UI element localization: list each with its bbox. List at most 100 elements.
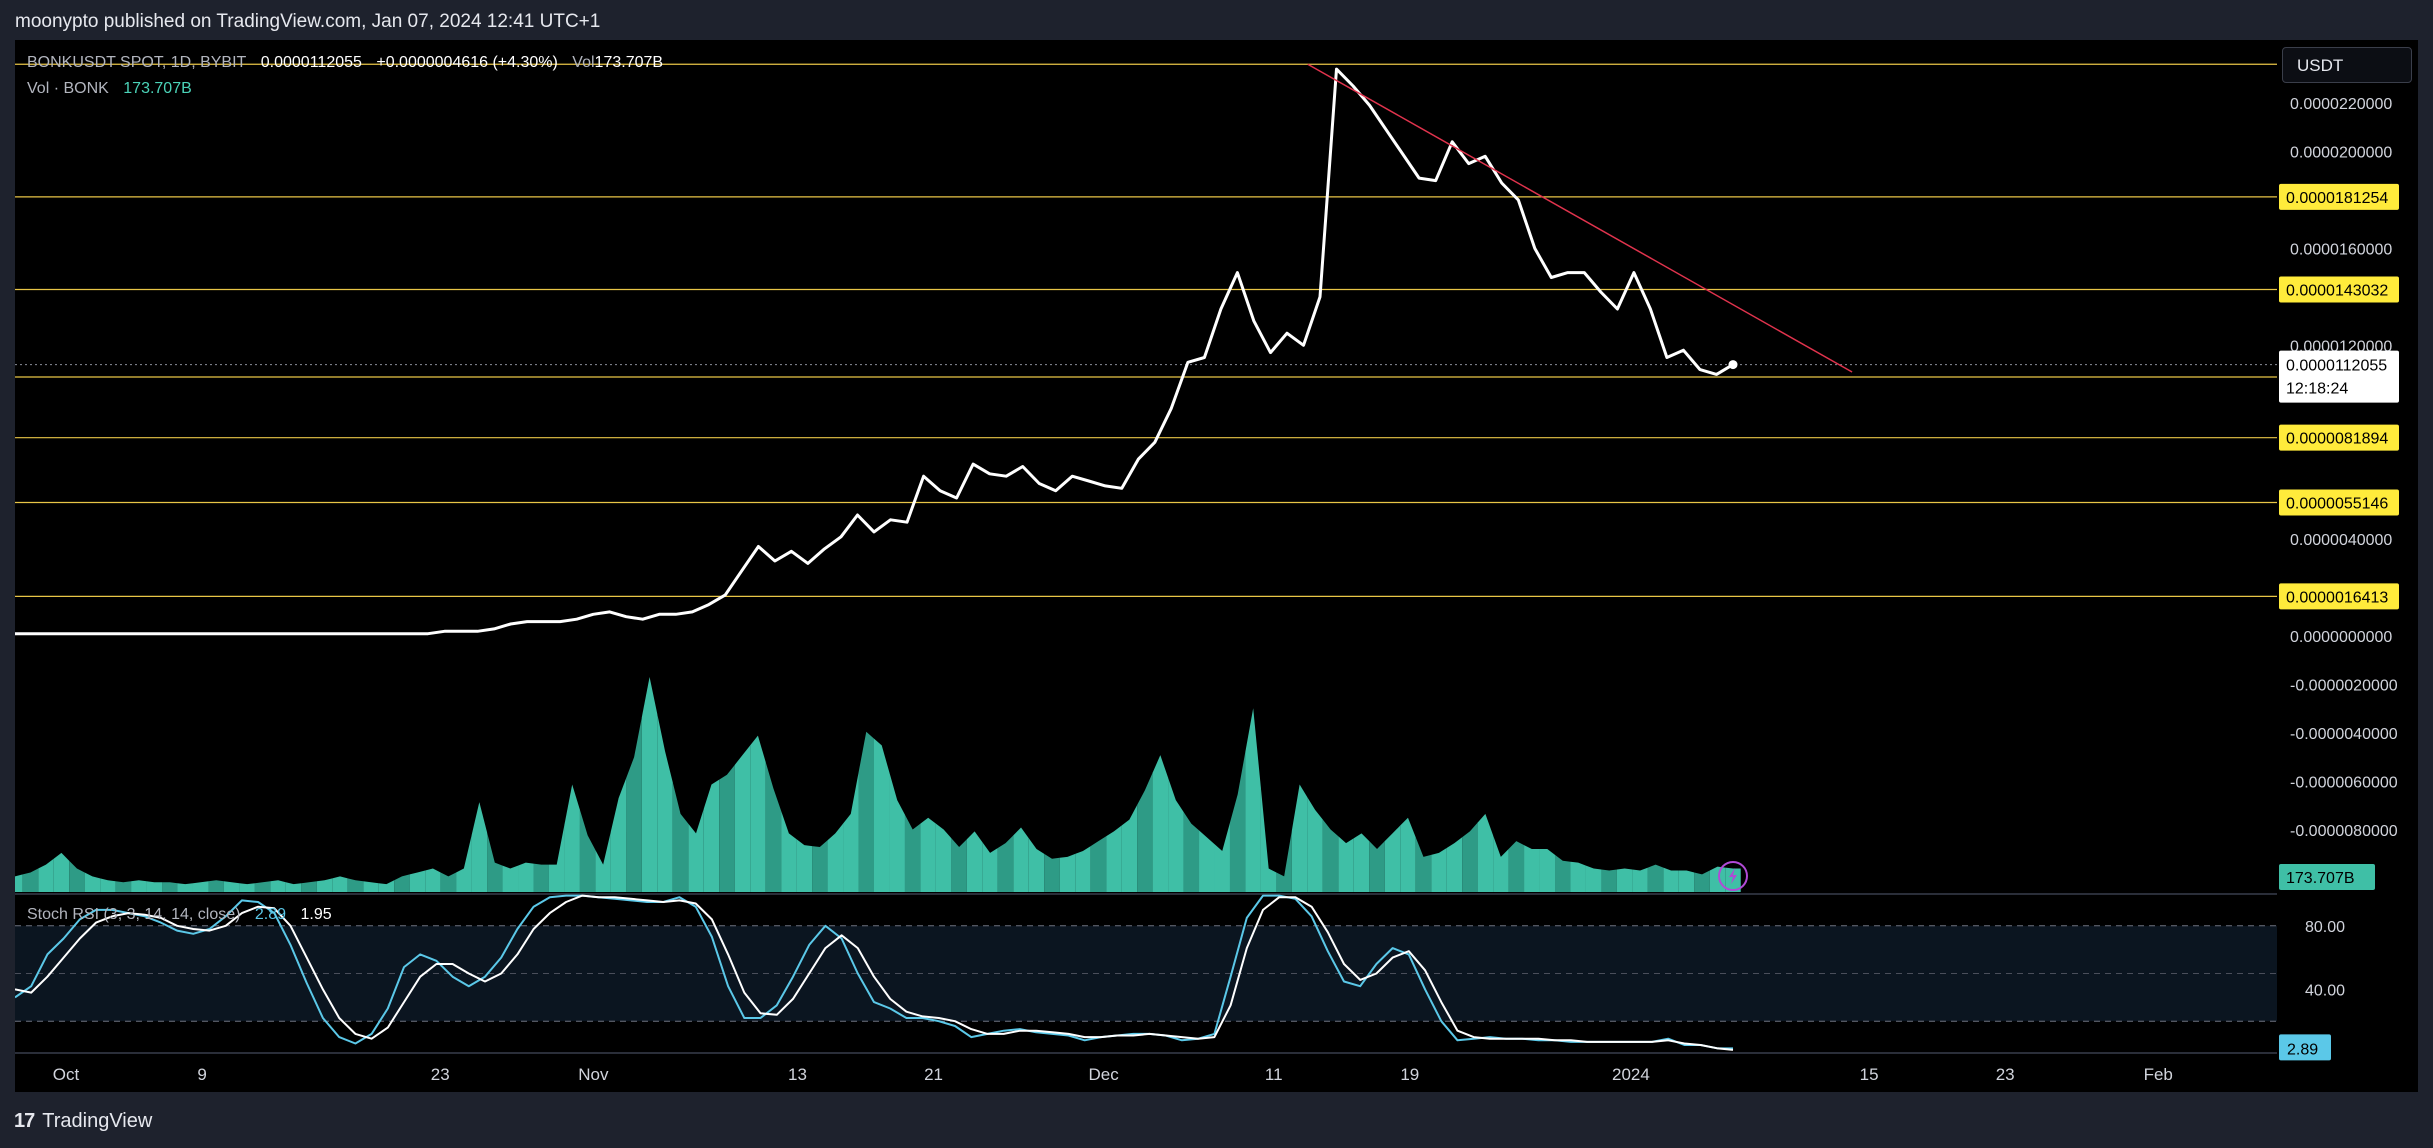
volume-bar	[270, 880, 286, 892]
volume-bar	[177, 883, 193, 892]
volume-bar	[1137, 772, 1153, 892]
volume-bar	[904, 814, 921, 892]
volume-bar	[1632, 867, 1648, 892]
top-bar: moonypto published on TradingView.com, J…	[0, 0, 2433, 40]
currency-selector[interactable]: USDT	[2282, 47, 2412, 83]
volume-bar	[518, 862, 534, 892]
time-axis: Oct 9 23 Nov 13 21 Dec 11 19 2024 15 23 Feb	[53, 861, 2173, 1084]
chart-area[interactable]: 0.0000220000 0.0000200000 0.0000160000 0.00…	[15, 40, 2418, 1092]
level-price-label: 0.0000055146	[2286, 495, 2388, 512]
time-tick-label: 23	[431, 1065, 450, 1084]
volume-bar	[626, 717, 642, 892]
volume-bar	[1585, 865, 1602, 892]
volume-bar	[487, 832, 503, 892]
volume-bar	[781, 810, 797, 892]
volume-bar	[1183, 811, 1200, 892]
stoch-k-badge-label: 2.89	[2287, 1041, 2318, 1058]
volume-bar	[1462, 822, 1478, 892]
volume-bar	[1338, 836, 1354, 892]
volume-bar	[579, 809, 596, 892]
volume-series-value: 173.707B	[123, 80, 192, 97]
volume-bar	[1276, 830, 1292, 892]
volume-bar	[1369, 841, 1385, 892]
volume-bar	[533, 863, 549, 892]
volume-bar	[564, 784, 580, 892]
volume-bar	[920, 817, 936, 892]
volume-bar	[812, 840, 828, 892]
volume-bar	[1709, 866, 1726, 892]
volume-bar	[1353, 833, 1370, 892]
level-price-badge	[2279, 489, 2399, 516]
stoch-tick-label: 40.00	[2305, 982, 2345, 999]
volume-bar	[595, 831, 611, 892]
level-price-label: 0.0000143032	[2286, 283, 2388, 300]
volume-bar	[1477, 813, 1494, 892]
time-tick-label: 13	[788, 1065, 807, 1084]
price-axis: 0.0000220000 0.0000200000 0.0000160000 0.00…	[2279, 96, 2399, 1061]
time-tick-label: Feb	[2144, 1065, 2173, 1084]
time-tick-label: 19	[1400, 1065, 1419, 1084]
price-tick-label: -0.0000060000	[2290, 775, 2398, 792]
volume-bar	[1028, 838, 1045, 892]
time-tick-label: Oct	[53, 1065, 80, 1084]
volume-bar	[1229, 751, 1246, 892]
volume-bar	[1106, 825, 1122, 892]
volume-bar	[115, 881, 132, 892]
volume-bar	[131, 880, 147, 892]
footer: 17 TradingView	[0, 1092, 2433, 1148]
price-tick-label: 0.0000160000	[2290, 241, 2392, 258]
volume-bar	[1322, 819, 1339, 892]
volume-bar	[966, 831, 983, 892]
volume-bar	[301, 881, 317, 892]
volume-bar	[703, 779, 720, 892]
volume-bar	[1214, 822, 1230, 892]
volume-bar	[316, 878, 333, 892]
volume-bar	[1663, 867, 1679, 892]
volume-bar	[146, 881, 163, 892]
volume-bar	[1415, 837, 1432, 892]
level-price-badge	[2279, 183, 2399, 210]
volume-bar	[1260, 788, 1277, 892]
chart-canvas[interactable]: 0.0000220000 0.0000200000 0.0000160000 0.00…	[15, 40, 2418, 1092]
volume-bar	[1508, 841, 1525, 892]
volume-bar	[425, 868, 441, 892]
price-tick-label: -0.0000080000	[2290, 823, 2398, 840]
tradingview-brand: TradingView	[42, 1110, 153, 1132]
volume-bar	[858, 731, 874, 892]
price-tick-label: 0.0000040000	[2290, 532, 2392, 549]
time-tick-label: Nov	[578, 1065, 609, 1084]
volume-bar	[15, 874, 23, 892]
volume-bar	[1245, 708, 1261, 892]
volume-bar	[641, 677, 658, 892]
volume-bar	[1059, 853, 1076, 892]
volume-bar	[889, 772, 905, 892]
symbol-name: BONKUSDT SPOT, 1D, BYBIT	[27, 54, 247, 71]
volume-bar	[1678, 870, 1695, 892]
volume-bar	[332, 876, 348, 892]
countdown-label: 12:18:24	[2286, 381, 2348, 398]
alert-lightning-icon	[1718, 861, 1748, 891]
lightning-bolt-icon	[1729, 868, 1737, 884]
volume-bar	[1291, 784, 1308, 892]
volume-bar	[1616, 868, 1633, 892]
volume-bar	[719, 764, 735, 892]
level-price-badge	[2279, 583, 2399, 610]
volume-bar	[1384, 825, 1401, 892]
volume-bar	[285, 882, 302, 892]
volume-bar	[1090, 836, 1107, 892]
volume-bar	[192, 881, 209, 892]
stoch-band-fill	[15, 925, 2277, 1022]
volume-bar	[1044, 853, 1060, 892]
volume-bar	[1152, 755, 1169, 892]
volume-bar	[471, 802, 488, 892]
last-price-badge	[2279, 350, 2399, 403]
volume-badge-label: 173.707B	[2286, 870, 2355, 887]
time-tick-label: 23	[1996, 1065, 2015, 1084]
volume-bar	[1075, 846, 1091, 892]
tradingview-logo[interactable]: 17 TradingView	[14, 1110, 152, 1133]
volume-bar	[997, 835, 1014, 892]
stoch-rsi-lines	[15, 894, 1734, 1051]
level-price-label: 0.0000016413	[2286, 589, 2388, 606]
price-tick-label: 0.0000000000	[2290, 629, 2392, 646]
volume-bar	[378, 880, 395, 892]
